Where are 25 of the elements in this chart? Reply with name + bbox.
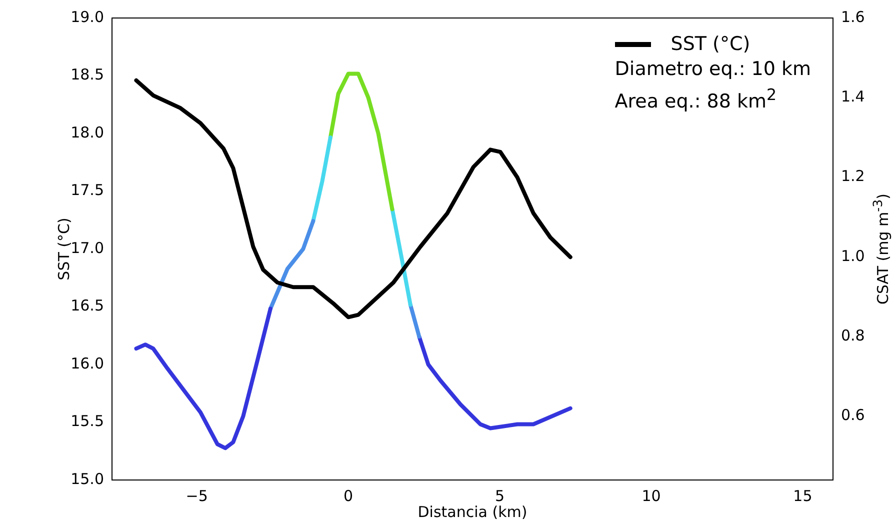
y-tick-label: 18.5	[70, 66, 104, 84]
x-tick-label: 10	[642, 486, 661, 505]
y2-tick-label: 0.8	[841, 326, 865, 345]
x-tick-label: −5	[186, 486, 208, 505]
annotation: Area eq.: 88 km$^{2}$	[614, 84, 778, 114]
y-tick-label: 15.5	[70, 412, 104, 430]
legend-label: SST (°C)	[670, 33, 750, 55]
y-tick-label: 17.5	[70, 181, 104, 200]
y2-tick-label: 1.6	[841, 8, 865, 26]
y-axis-title: SST (°C)	[55, 218, 73, 280]
y-tick-label: 19.0	[70, 8, 104, 26]
y-tick-label: 16.0	[70, 354, 104, 372]
x-tick-label: 0	[344, 486, 354, 505]
y-tick-label: 17.0	[70, 238, 104, 257]
y2-tick-label: 1.0	[841, 246, 865, 265]
y-tick-label: 15.0	[70, 470, 104, 488]
x-tick-label: 5	[494, 486, 505, 505]
y2-tick-label: 1.4	[841, 88, 865, 106]
y-tick-label: 16.5	[70, 296, 104, 315]
y-tick-label: 18.0	[70, 123, 104, 142]
x-tick-label: 15	[793, 486, 812, 505]
y2-tick-label: 0.6	[841, 406, 865, 424]
annotation: Diametro eq.: 10 km	[614, 57, 811, 82]
x-axis-title: Distancia (km)	[418, 503, 528, 521]
y2-tick-label: 1.2	[841, 167, 865, 186]
